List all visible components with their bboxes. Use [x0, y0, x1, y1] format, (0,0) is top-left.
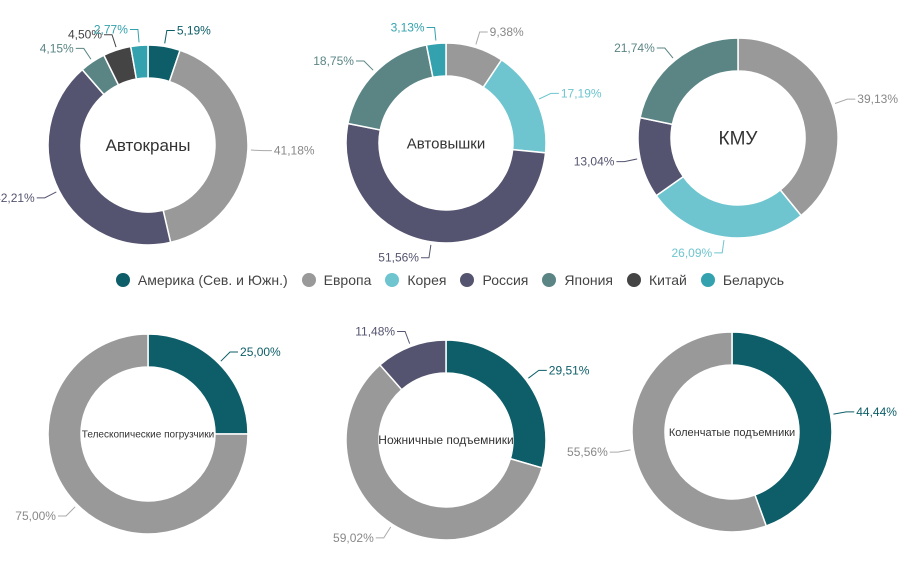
data-label-европа: 75,00%: [15, 509, 56, 523]
legend: Америка (Сев. и Южн.) Европа Корея Росси…: [0, 268, 900, 292]
leader-line-америка-сев-и-южн-: [164, 30, 175, 44]
data-label-япония: 21,74%: [614, 41, 655, 55]
donut-chart-4: 25,00% 75,00% Телескопические погрузчики: [15, 333, 281, 535]
donut-slice-европа[interactable]: [631, 331, 768, 533]
leader-line-европа: [375, 526, 392, 539]
leader-line-корея: [714, 239, 725, 254]
data-label-америка-сев-и-южн-: 29,51%: [549, 363, 590, 377]
data-label-россия: 13,04%: [574, 155, 615, 169]
data-label-беларусь: 3,13%: [391, 21, 425, 35]
leader-line-беларусь: [129, 28, 140, 43]
leader-line-япония: [656, 47, 674, 59]
legend-label-japan: Япония: [564, 272, 614, 288]
donut-chart-1: 5,19% 41,18% 42,21% 4,15%4,50%2,77% Автокран…: [0, 22, 315, 246]
donut-center-title: Автокраны: [106, 136, 191, 155]
legend-swatch-china: [627, 273, 642, 287]
legend-label-korea: Корея: [407, 272, 447, 288]
donut-slice-европа[interactable]: [47, 333, 249, 535]
donut-center-title: Коленчатые подъемники: [669, 427, 795, 439]
data-label-европа: 9,38%: [490, 25, 524, 39]
leader-line-беларусь: [426, 27, 437, 41]
data-label-россия: 42,21%: [0, 191, 35, 205]
donut-slice-америка-сев-и-южн-[interactable]: [731, 331, 833, 527]
data-label-европа: 59,02%: [333, 531, 374, 545]
donut-slice-беларусь[interactable]: [425, 42, 447, 79]
legend-label-belarus: Беларусь: [722, 272, 785, 288]
leader-line-япония: [75, 47, 92, 60]
donut-chart-3: 39,13% 26,09% 13,04% 21,74% КМУ: [574, 37, 898, 260]
legend-label-russia: Россия: [482, 272, 529, 288]
legend-label-china: Китай: [649, 272, 687, 288]
legend-item-europe[interactable]: Европа: [301, 272, 372, 288]
data-label-америка-сев-и-южн-: 25,00%: [240, 345, 281, 359]
donut-center-title: КМУ: [719, 129, 759, 150]
data-label-корея: 26,09%: [671, 246, 712, 260]
data-label-япония: 4,15%: [40, 41, 74, 55]
donut-slice-европа[interactable]: [345, 363, 543, 541]
legend-swatch-korea: [385, 273, 400, 287]
legend-swatch-belarus: [700, 273, 715, 287]
donut-chart-6: 44,44% 55,56% Коленчатые подъемники: [567, 331, 897, 533]
leader-line-китай: [104, 34, 117, 48]
data-label-европа: 55,56%: [567, 445, 608, 459]
leader-line-россия: [616, 158, 638, 163]
data-label-америка-сев-и-южн-: 44,44%: [856, 405, 897, 419]
donut-center-title: Телескопические погрузчики: [82, 430, 214, 441]
donut-slice-япония[interactable]: [347, 44, 434, 131]
data-label-китай: 4,50%: [68, 28, 102, 42]
legend-item-america[interactable]: Америка (Сев. и Южн.): [115, 272, 288, 288]
data-label-европа: 41,18%: [274, 144, 315, 158]
leader-line-европа: [57, 506, 76, 517]
leader-line-европа: [609, 449, 631, 453]
donut-center-title: Ножничные подъемники: [378, 433, 513, 447]
donut-chart-2: 9,38% 17,19% 51,56% 18,75% 3,13% Автовышки: [313, 21, 602, 265]
donut-slice-япония[interactable]: [639, 37, 739, 126]
data-label-беларусь: 2,77%: [94, 22, 128, 36]
legend-item-russia[interactable]: Россия: [460, 272, 528, 288]
data-label-америка-сев-и-южн-: 5,19%: [177, 24, 211, 38]
donut-center-title: Автовышки: [407, 135, 485, 152]
legend-item-korea[interactable]: Корея: [385, 272, 446, 288]
legend-swatch-russia: [460, 273, 475, 287]
leader-line-америка-сев-и-южн-: [220, 351, 239, 362]
donut-slice-корея[interactable]: [655, 175, 803, 239]
donut-slice-корея[interactable]: [482, 58, 547, 154]
donut-slice-россия[interactable]: [47, 68, 172, 246]
data-label-корея: 17,19%: [561, 86, 602, 100]
legend-swatch-europe: [301, 273, 316, 287]
data-label-россия: 51,56%: [378, 251, 419, 265]
legend-label-europe: Европа: [323, 272, 372, 288]
donut-slice-беларусь[interactable]: [129, 44, 149, 80]
leader-line-америка-сев-и-южн-: [528, 369, 547, 379]
legend-swatch-america: [115, 273, 130, 287]
legend-item-japan[interactable]: Япония: [542, 272, 613, 288]
leader-line-америка-сев-и-южн-: [833, 411, 855, 415]
legend-label-america: Америка (Сев. и Южн.): [137, 272, 288, 288]
legend-swatch-japan: [542, 273, 557, 287]
leader-line-россия: [397, 330, 411, 344]
leader-line-россия: [36, 191, 57, 199]
donut-slice-америка-сев-и-южн-[interactable]: [147, 333, 249, 435]
data-label-европа: 39,13%: [857, 92, 898, 106]
data-label-япония: 18,75%: [313, 54, 354, 68]
leader-line-европа: [834, 98, 856, 104]
donut-slice-россия[interactable]: [378, 339, 447, 391]
leader-line-корея: [538, 92, 559, 100]
leader-line-россия: [420, 244, 432, 259]
donut-slice-америка-сев-и-южн-[interactable]: [445, 339, 547, 469]
leader-line-япония: [355, 60, 374, 71]
leader-line-европа: [250, 149, 272, 152]
donut-slice-россия[interactable]: [345, 122, 547, 244]
leader-line-европа: [475, 31, 488, 45]
donut-slice-европа[interactable]: [737, 37, 839, 217]
legend-item-belarus[interactable]: Беларусь: [700, 272, 785, 288]
donut-chart-5: 29,51% 59,02% 11,48% Ножничные подъемники: [333, 324, 590, 544]
legend-item-china[interactable]: Китай: [627, 272, 687, 288]
donut-slice-европа[interactable]: [162, 49, 249, 244]
data-label-россия: 11,48%: [355, 324, 395, 338]
